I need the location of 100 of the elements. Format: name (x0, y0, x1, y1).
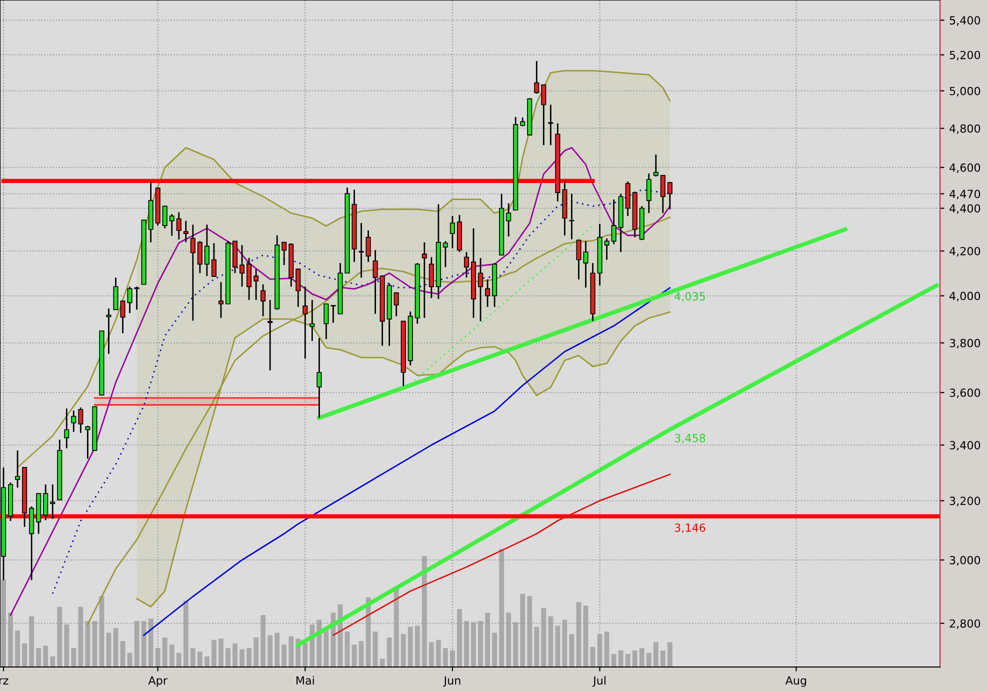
bar (442, 648, 448, 667)
bar (464, 620, 469, 667)
x-tick-label: Jul (592, 676, 606, 687)
candlestick (302, 286, 308, 360)
y-tick-label: 3,800 (950, 338, 980, 348)
candlestick (296, 268, 301, 308)
candlestick (106, 308, 112, 355)
candlestick (71, 410, 76, 433)
candlestick (197, 240, 202, 274)
bar (513, 622, 518, 667)
y-tick-label: 5,000 (950, 86, 980, 96)
bar (246, 648, 252, 667)
candlestick (358, 222, 364, 278)
bar (254, 637, 258, 667)
bar (197, 652, 202, 667)
x-tick-label: Aug (785, 676, 806, 687)
candlestick (667, 181, 672, 210)
candlestick (372, 249, 378, 315)
bar (548, 616, 554, 667)
line-series (10, 146, 671, 616)
bar (478, 620, 483, 667)
bar (190, 648, 196, 667)
bar (372, 632, 378, 667)
candlestick (50, 484, 56, 520)
y-tick-label: 4,600 (950, 163, 980, 173)
bar (520, 594, 526, 667)
bar (639, 648, 644, 667)
bar (394, 588, 399, 667)
bar (436, 640, 441, 667)
bar (8, 612, 13, 667)
bar (400, 634, 406, 667)
candlestick (316, 337, 322, 419)
candlestick (218, 281, 224, 319)
bar (302, 643, 308, 667)
data-label: 3,458 (674, 434, 706, 444)
bar (534, 626, 540, 667)
bar (50, 656, 56, 667)
candlestick (64, 408, 70, 449)
candlestick (506, 202, 512, 238)
y-tick-label: 4,200 (950, 246, 980, 256)
bar (148, 618, 154, 667)
bar (358, 641, 364, 667)
bar (36, 648, 42, 667)
candlestick (162, 205, 168, 229)
candlestick (15, 450, 20, 488)
candlestick (310, 299, 315, 342)
candlestick (394, 292, 399, 317)
candlestick (611, 198, 616, 245)
candlestick (254, 268, 259, 301)
bar (583, 606, 588, 667)
bar (576, 602, 582, 667)
candlestick (134, 286, 140, 310)
bar (43, 646, 48, 667)
y-tick-label: 3,600 (950, 388, 980, 398)
bar (169, 644, 174, 667)
y-tick-label: 4,000 (950, 292, 980, 302)
bar (428, 642, 434, 667)
bar (92, 620, 98, 667)
candlestick (366, 230, 371, 263)
candlestick (268, 299, 273, 372)
bar (85, 620, 90, 667)
bar (176, 652, 182, 667)
bar (569, 634, 574, 667)
bar (282, 644, 287, 667)
bar (22, 643, 28, 667)
candlestick (541, 84, 546, 146)
candlestick (442, 240, 448, 268)
candlestick (176, 212, 182, 240)
bar (183, 600, 188, 667)
bar (653, 642, 658, 667)
bar (618, 650, 624, 667)
bar (324, 630, 329, 667)
x-tick-label: Apr (148, 676, 168, 687)
bar (64, 624, 70, 667)
candlestick (485, 278, 490, 308)
bar (71, 648, 76, 667)
y-tick-label: 3,400 (950, 441, 980, 451)
line-series (86, 216, 671, 626)
bar (240, 649, 244, 667)
candlestick (239, 244, 245, 288)
candlestick (282, 242, 287, 266)
bar (492, 632, 498, 667)
y-tick-label: 4,400 (950, 204, 980, 214)
x-tick-label: Jun (443, 676, 460, 687)
bar (527, 596, 532, 667)
bar (632, 650, 638, 667)
y-tick-label: 3,200 (950, 496, 980, 506)
bar (450, 650, 455, 667)
candlestick (534, 60, 540, 94)
bar (232, 643, 238, 667)
candlestick (43, 484, 48, 521)
bar (274, 632, 280, 667)
candlestick (653, 154, 658, 178)
ref-line-label: 3,146 (674, 523, 706, 534)
bar (344, 632, 350, 667)
candlestick (428, 256, 434, 299)
candlestick (422, 242, 427, 319)
bar (134, 620, 140, 667)
y-tick-label: 5,200 (950, 50, 980, 60)
bar (667, 642, 672, 667)
